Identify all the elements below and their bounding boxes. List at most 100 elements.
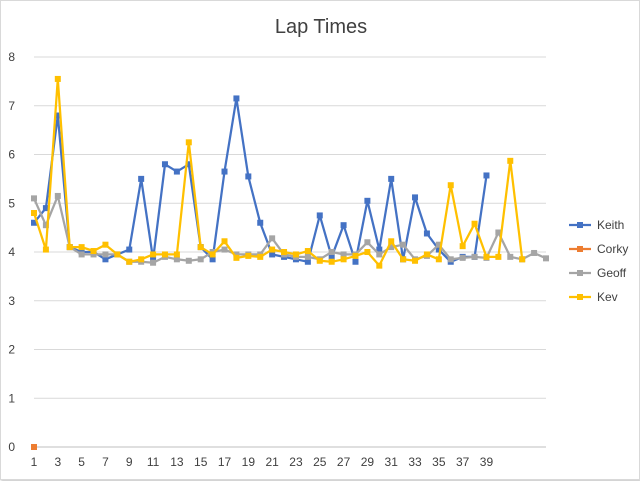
- legend-marker: [577, 222, 583, 228]
- x-tick-label: 15: [194, 455, 208, 469]
- data-point: [269, 235, 276, 242]
- data-point: [364, 239, 371, 246]
- data-point: [42, 246, 49, 253]
- legend-item-corky: Corky: [569, 242, 628, 256]
- data-point: [519, 256, 526, 263]
- data-point: [31, 444, 37, 450]
- data-point: [54, 112, 61, 119]
- data-point: [221, 238, 228, 245]
- x-tick-label: 21: [265, 455, 279, 469]
- data-point: [185, 257, 192, 264]
- gridlines: [34, 56, 546, 399]
- y-tick-label: 3: [8, 294, 15, 308]
- chart-title: Lap Times: [275, 16, 367, 38]
- data-point: [54, 75, 61, 82]
- y-tick-label: 6: [8, 148, 15, 162]
- data-point: [412, 194, 419, 201]
- x-tick-label: 9: [126, 455, 133, 469]
- legend-label: Keith: [597, 218, 624, 232]
- x-tick-label: 13: [170, 455, 184, 469]
- series-corky: [31, 444, 37, 450]
- data-point: [31, 210, 37, 216]
- data-point: [150, 251, 157, 258]
- x-tick-label: 23: [289, 455, 303, 469]
- data-point: [447, 182, 454, 189]
- data-point: [209, 251, 216, 258]
- data-point: [245, 173, 252, 180]
- data-point: [126, 258, 133, 265]
- data-point: [185, 161, 192, 168]
- data-point: [197, 244, 204, 251]
- data-point: [161, 161, 168, 168]
- data-point: [483, 253, 490, 260]
- x-tick-label: 33: [408, 455, 422, 469]
- x-tick-label: 25: [313, 455, 327, 469]
- x-tick-label: 31: [385, 455, 399, 469]
- data-point: [376, 246, 383, 253]
- series-line: [33, 97, 488, 263]
- legend-item-kev: Kev: [569, 290, 618, 304]
- data-point: [459, 243, 466, 250]
- data-point: [543, 255, 549, 262]
- data-point: [102, 241, 109, 248]
- y-tick-label: 2: [8, 343, 15, 357]
- data-point: [173, 168, 180, 175]
- y-tick-label: 7: [8, 99, 15, 113]
- data-point: [352, 258, 359, 265]
- data-point: [388, 244, 395, 251]
- data-point: [269, 251, 276, 258]
- data-point: [90, 248, 97, 255]
- series-kev: [31, 75, 526, 269]
- y-tick-label: 5: [8, 196, 15, 210]
- x-tick-label: 5: [78, 455, 85, 469]
- data-point: [138, 256, 145, 263]
- legend-item-keith: Keith: [569, 218, 624, 232]
- data-point: [340, 222, 347, 229]
- data-point: [471, 253, 478, 260]
- data-point: [114, 251, 121, 258]
- data-point: [233, 95, 240, 102]
- data-point: [435, 241, 442, 248]
- x-tick-label: 39: [480, 455, 494, 469]
- data-point: [328, 253, 335, 260]
- data-point: [31, 195, 37, 202]
- data-point: [364, 249, 371, 255]
- data-point: [400, 241, 407, 248]
- data-point: [304, 258, 311, 265]
- legend-marker: [577, 270, 583, 276]
- data-point: [173, 251, 180, 258]
- data-point: [328, 258, 335, 265]
- data-point: [281, 249, 288, 255]
- data-point: [78, 251, 85, 258]
- data-point: [507, 157, 514, 164]
- data-point: [292, 251, 299, 258]
- x-tick-label: 17: [218, 455, 232, 469]
- y-tick-labels: 0 1 2 3 4 5 6 7 8: [8, 50, 15, 454]
- x-tick-label: 3: [54, 455, 61, 469]
- data-point: [483, 172, 490, 179]
- data-point: [316, 212, 323, 219]
- data-point: [376, 262, 383, 269]
- data-point: [257, 219, 264, 226]
- data-point: [126, 246, 133, 253]
- data-point: [435, 256, 442, 263]
- data-point: [376, 251, 383, 258]
- x-tick-label: 11: [147, 455, 160, 469]
- data-point: [400, 256, 407, 263]
- data-point: [423, 251, 430, 258]
- data-point: [221, 168, 228, 175]
- series-group: [31, 75, 549, 450]
- data-point: [412, 257, 419, 264]
- data-point: [150, 256, 157, 263]
- data-point: [531, 249, 538, 256]
- data-point: [221, 246, 228, 253]
- data-point: [245, 252, 252, 259]
- legend-marker: [577, 246, 583, 252]
- data-point: [507, 253, 514, 260]
- data-point: [304, 253, 311, 260]
- series-line: [32, 77, 524, 267]
- data-point: [257, 253, 264, 260]
- series-keith: [31, 95, 490, 265]
- data-point: [209, 256, 216, 263]
